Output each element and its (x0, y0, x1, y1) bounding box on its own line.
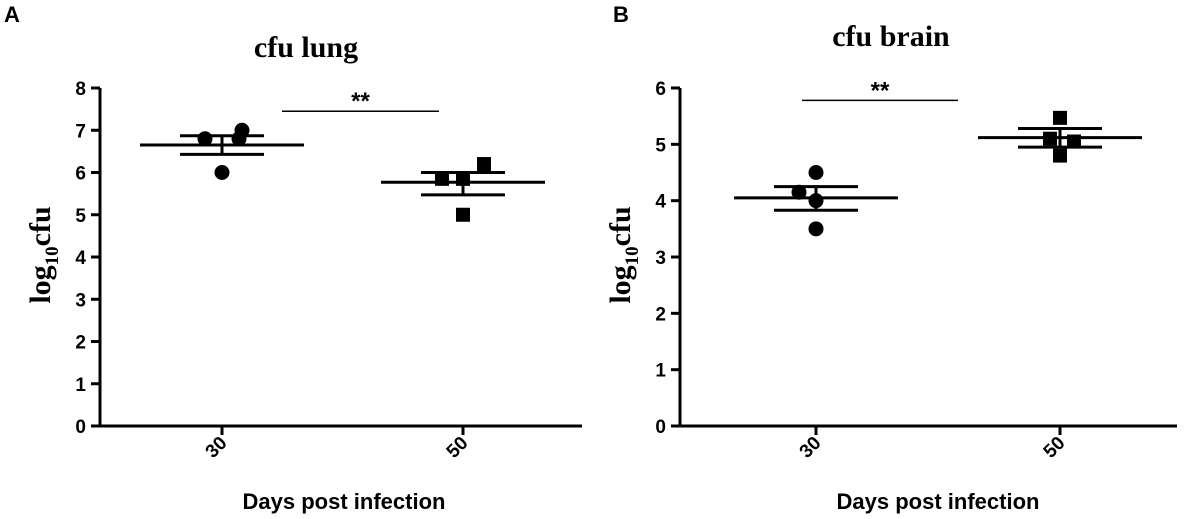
panel-a-ylabel: log10cfu (24, 206, 63, 303)
panel-a-plot: 0 1 2 3 4 5 6 7 8 30 50 ** (75, 79, 582, 462)
panel-b-significance-label: ** (871, 77, 890, 104)
panel-b-ytick-label: 0 (655, 417, 666, 438)
panel-b-ylabel-sub: 10 (622, 246, 643, 265)
panel-a-point-circle (214, 165, 230, 180)
panel-a-ytick-label: 6 (75, 164, 86, 185)
panel-b-xtick-label: 30 (796, 433, 826, 463)
panel-b-label: B (613, 2, 629, 27)
panel-b-point-square (1043, 131, 1057, 146)
panel-b-ytick-label: 4 (655, 192, 666, 213)
panel-a-ytick-label: 8 (75, 79, 86, 100)
panel-b-xtick-label: 50 (1040, 433, 1070, 463)
panel-a-point-square (456, 171, 470, 186)
panel-a-point-square (435, 171, 449, 186)
panel-b-point-square (1053, 110, 1067, 125)
panel-a-xtick-label: 30 (202, 433, 232, 463)
panel-b-point-square (1053, 148, 1067, 163)
panel-b-point-circle (808, 221, 824, 237)
panel-a-ytick-label: 5 (75, 206, 86, 227)
panel-a-point-square (477, 157, 491, 172)
panel-b-ytick-label: 5 (655, 135, 666, 156)
panel-a-ytick-label: 7 (75, 121, 86, 142)
panel-b-point-circle (791, 184, 807, 200)
panel-b-plot: 0 1 2 3 4 5 6 30 50 ** (655, 77, 1177, 462)
panel-b-ylabel: log10cfu (604, 206, 643, 303)
panel-b-point-circle (808, 193, 824, 209)
panel-b-xlabel: Days post infection (837, 489, 1040, 514)
panel-a-point-circle (234, 122, 250, 138)
panel-a-ytick-label: 0 (75, 417, 86, 438)
panel-a-xlabel: Days post infection (243, 489, 446, 514)
panel-a-ylabel-sub: 10 (42, 246, 63, 265)
panel-b-ytick-label: 1 (655, 361, 666, 382)
panel-b-ytick-label: 3 (655, 248, 666, 269)
panel-a-point-square (456, 207, 470, 222)
panel-b-ytick-label: 2 (655, 304, 666, 325)
panel-b-ylabel-unit: cfu (604, 206, 637, 246)
panel-a-ytick-label: 4 (75, 248, 86, 269)
panel-b-ylabel-log: log (604, 265, 637, 303)
panel-a-point-circle (197, 131, 213, 147)
panel-a-label: A (4, 2, 20, 27)
panel-a-title: cfu lung (254, 31, 358, 64)
panel-a-ytick-label: 3 (75, 290, 86, 311)
panel-a-ylabel-log: log (24, 265, 57, 303)
panel-a-ytick-label: 1 (75, 375, 86, 396)
panel-b-point-square (1067, 134, 1081, 149)
panel-b-ytick-label: 6 (655, 79, 666, 100)
panel-a-xtick-label: 50 (443, 433, 473, 463)
panel-a-ytick-label: 2 (75, 333, 86, 354)
panel-b-point-circle (808, 165, 824, 180)
panel-a-significance-label: ** (351, 88, 370, 115)
panel-b-title: cfu brain (832, 20, 950, 53)
panel-a-ylabel-unit: cfu (24, 206, 57, 246)
